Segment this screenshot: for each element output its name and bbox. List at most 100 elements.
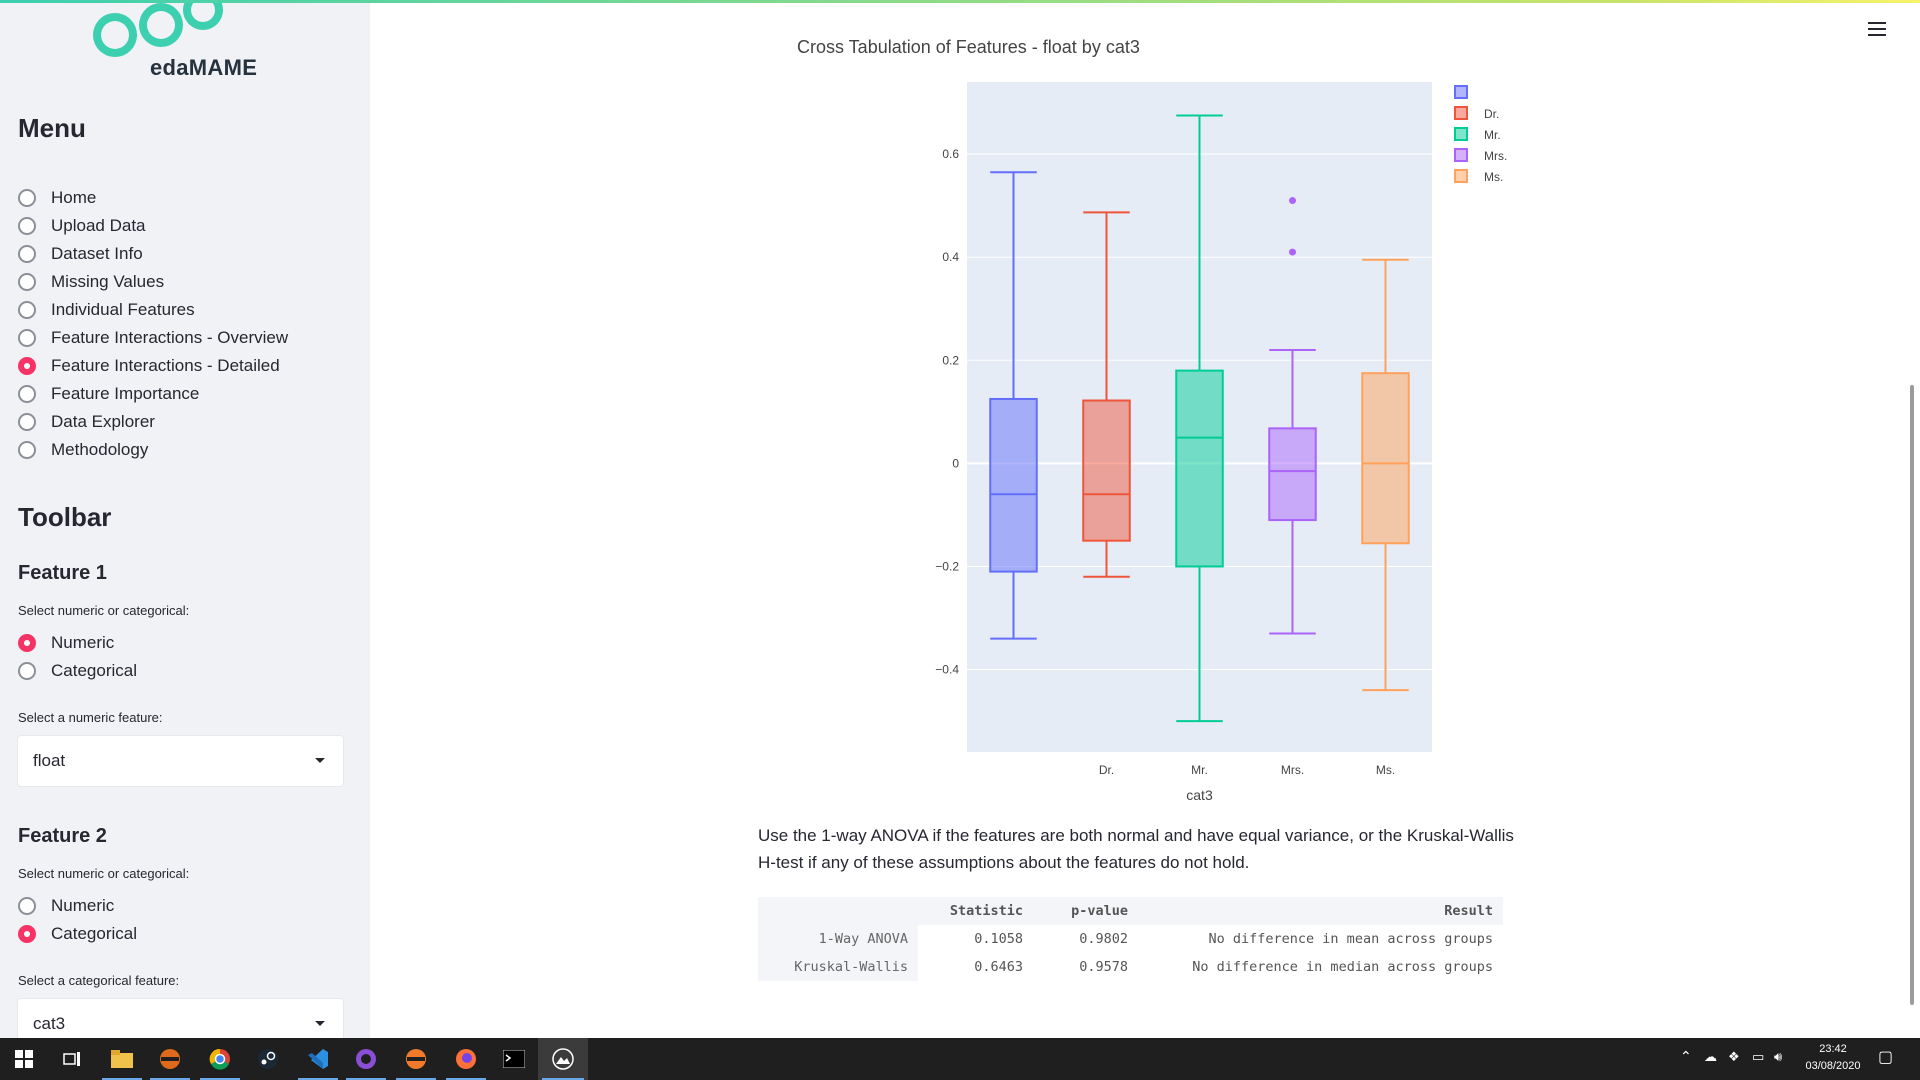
feature1-type-option-label: Categorical [51, 661, 137, 680]
chrome-icon[interactable] [196, 1038, 244, 1080]
feature2-type-option-label: Numeric [51, 896, 115, 915]
menu-item-option[interactable]: Feature Interactions - Overview [18, 324, 288, 352]
menu-item-option[interactable]: Data Explorer [18, 408, 288, 436]
table-cell: 0.9802 [1079, 931, 1128, 947]
radio-unselected-icon[interactable] [18, 329, 36, 347]
table-cell: No difference in median across groups [1192, 959, 1493, 975]
menu-radio-group: Home Upload Data Dataset Info Missing Value… [18, 184, 288, 464]
radio-selected-icon[interactable] [18, 634, 36, 652]
menu-item-option-label: Feature Interactions - Overview [51, 328, 289, 347]
steam-icon[interactable] [244, 1038, 292, 1080]
x-axis-title: cat3 [1186, 787, 1213, 800]
menu-item-option[interactable]: Upload Data [18, 212, 288, 240]
radio-unselected-icon[interactable] [18, 662, 36, 680]
menu-item-option-label: Missing Values [51, 272, 165, 291]
x-tick-label: Mr. [1191, 763, 1208, 777]
radio-selected-icon[interactable] [18, 357, 36, 375]
radio-unselected-icon[interactable] [18, 217, 36, 235]
chevron-down-icon [315, 1021, 325, 1026]
legend-label: Mr. [1484, 128, 1501, 142]
feature1-type-label: Select numeric or categorical: [18, 603, 190, 618]
radio-unselected-icon[interactable] [18, 189, 36, 207]
y-tick-label: −0.2 [935, 559, 959, 573]
box-iqr [1082, 399, 1131, 542]
clock-time[interactable]: 23:42 [1819, 1043, 1847, 1055]
feature2-type-option[interactable]: Numeric [18, 892, 137, 920]
feature2-select-label: Select a categorical feature: [18, 973, 180, 988]
eclipse2-icon[interactable] [392, 1038, 440, 1080]
feature1-title: Feature 1 [18, 562, 107, 584]
clock-date[interactable]: 03/08/2020 [1805, 1060, 1861, 1072]
menu-item-option[interactable]: Missing Values [18, 268, 288, 296]
dropbox-icon[interactable]: ❖ [1728, 1049, 1740, 1064]
menu-item-option-label: Home [51, 188, 97, 207]
radio-unselected-icon[interactable] [18, 301, 36, 319]
eclipse-icon[interactable] [146, 1038, 194, 1080]
main-scrollbar[interactable] [1910, 385, 1914, 1005]
volume-icon[interactable]: 🔊︎ [1774, 1049, 1783, 1064]
table-header [758, 897, 918, 925]
tray-chevron-up-icon[interactable]: ⌃ [1680, 1048, 1692, 1064]
x-tick-label: Mrs. [1281, 763, 1304, 777]
table-cell: 1-Way ANOVA [758, 925, 918, 953]
task-view-icon[interactable] [48, 1038, 96, 1080]
notification-icon[interactable]: ▢ [1878, 1049, 1894, 1066]
firefox-icon[interactable] [442, 1038, 490, 1080]
x-tick-label: Dr. [1099, 763, 1114, 777]
feature1-type-option-label: Numeric [51, 633, 115, 652]
menu-item-option[interactable]: Dataset Info [18, 240, 288, 268]
pycharm-icon[interactable] [342, 1038, 390, 1080]
table-row: 1-Way ANOVA 0.1058 0.9802 No difference … [758, 925, 1503, 953]
outlier-point [1289, 197, 1296, 205]
feature2-type-option[interactable]: Categorical [18, 920, 137, 948]
menu-item-option[interactable]: Methodology [18, 436, 288, 464]
menu-item-option-label: Data Explorer [51, 412, 155, 431]
menu-item-option-label: Feature Interactions - Detailed [51, 356, 280, 375]
feature1-type-option[interactable]: Categorical [18, 657, 137, 685]
legend-label: Mrs. [1484, 149, 1507, 163]
x-tick-label: Ms. [1376, 763, 1395, 777]
legend-swatch [1454, 169, 1468, 183]
legend-swatch [1454, 148, 1468, 162]
results-table: Statistic p-value Result 1-Way ANOVA 0.1… [758, 897, 1503, 981]
terminal-icon[interactable] [490, 1038, 538, 1080]
radio-unselected-icon[interactable] [18, 245, 36, 263]
table-header: Statistic [949, 903, 1023, 919]
box-iqr [989, 397, 1038, 573]
table-cell: 0.9578 [1079, 959, 1128, 975]
menu-item-option-label: Individual Features [51, 300, 195, 319]
y-tick-label: 0.4 [942, 250, 959, 264]
table-header-row: Statistic p-value Result [758, 897, 1503, 925]
menu-item-option[interactable]: Feature Importance [18, 380, 288, 408]
feature2-select[interactable]: cat3 [18, 999, 343, 1038]
feature1-select[interactable]: float [18, 736, 343, 786]
monitor-icon[interactable]: ▭ [1752, 1049, 1765, 1064]
network-icon[interactable]: ☁ [1704, 1049, 1717, 1064]
menu-item-option-label: Methodology [51, 440, 149, 459]
radio-unselected-icon[interactable] [18, 441, 36, 459]
toolbar-title: Toolbar [18, 502, 112, 532]
table-cell: 0.1058 [974, 931, 1023, 947]
y-tick-label: −0.4 [935, 663, 959, 677]
windows-start-icon[interactable] [0, 1038, 48, 1080]
box-plot-chart: −0.4 −0.2 0 0.2 0.4 0.6 Dr. Mr. Mrs. Ms. cat3 Dr. Mr… [935, 82, 1507, 800]
feature1-type-option[interactable]: Numeric [18, 629, 137, 657]
radio-unselected-icon[interactable] [18, 897, 36, 915]
radio-unselected-icon[interactable] [18, 385, 36, 403]
menu-item-option[interactable]: Home [18, 184, 288, 212]
radio-unselected-icon[interactable] [18, 273, 36, 291]
radio-unselected-icon[interactable] [18, 413, 36, 431]
radio-selected-icon[interactable] [18, 925, 36, 943]
file-explorer-icon[interactable] [98, 1038, 146, 1080]
feature2-select-value: cat3 [33, 1014, 66, 1033]
hamburger-menu-icon[interactable] [1868, 22, 1886, 38]
menu-item-option[interactable]: Feature Interactions - Detailed [18, 352, 288, 380]
table-header: p-value [1071, 903, 1128, 919]
box-iqr [1361, 372, 1410, 545]
legend-swatch [1454, 127, 1468, 141]
feature2-title: Feature 2 [18, 825, 107, 847]
vscode-icon[interactable] [294, 1038, 342, 1080]
menu-item-option[interactable]: Individual Features [18, 296, 288, 324]
sidebar: edaMAME Menu Home Upload Data Dataset Info… [0, 3, 370, 1038]
streamlit-icon[interactable] [538, 1038, 588, 1080]
